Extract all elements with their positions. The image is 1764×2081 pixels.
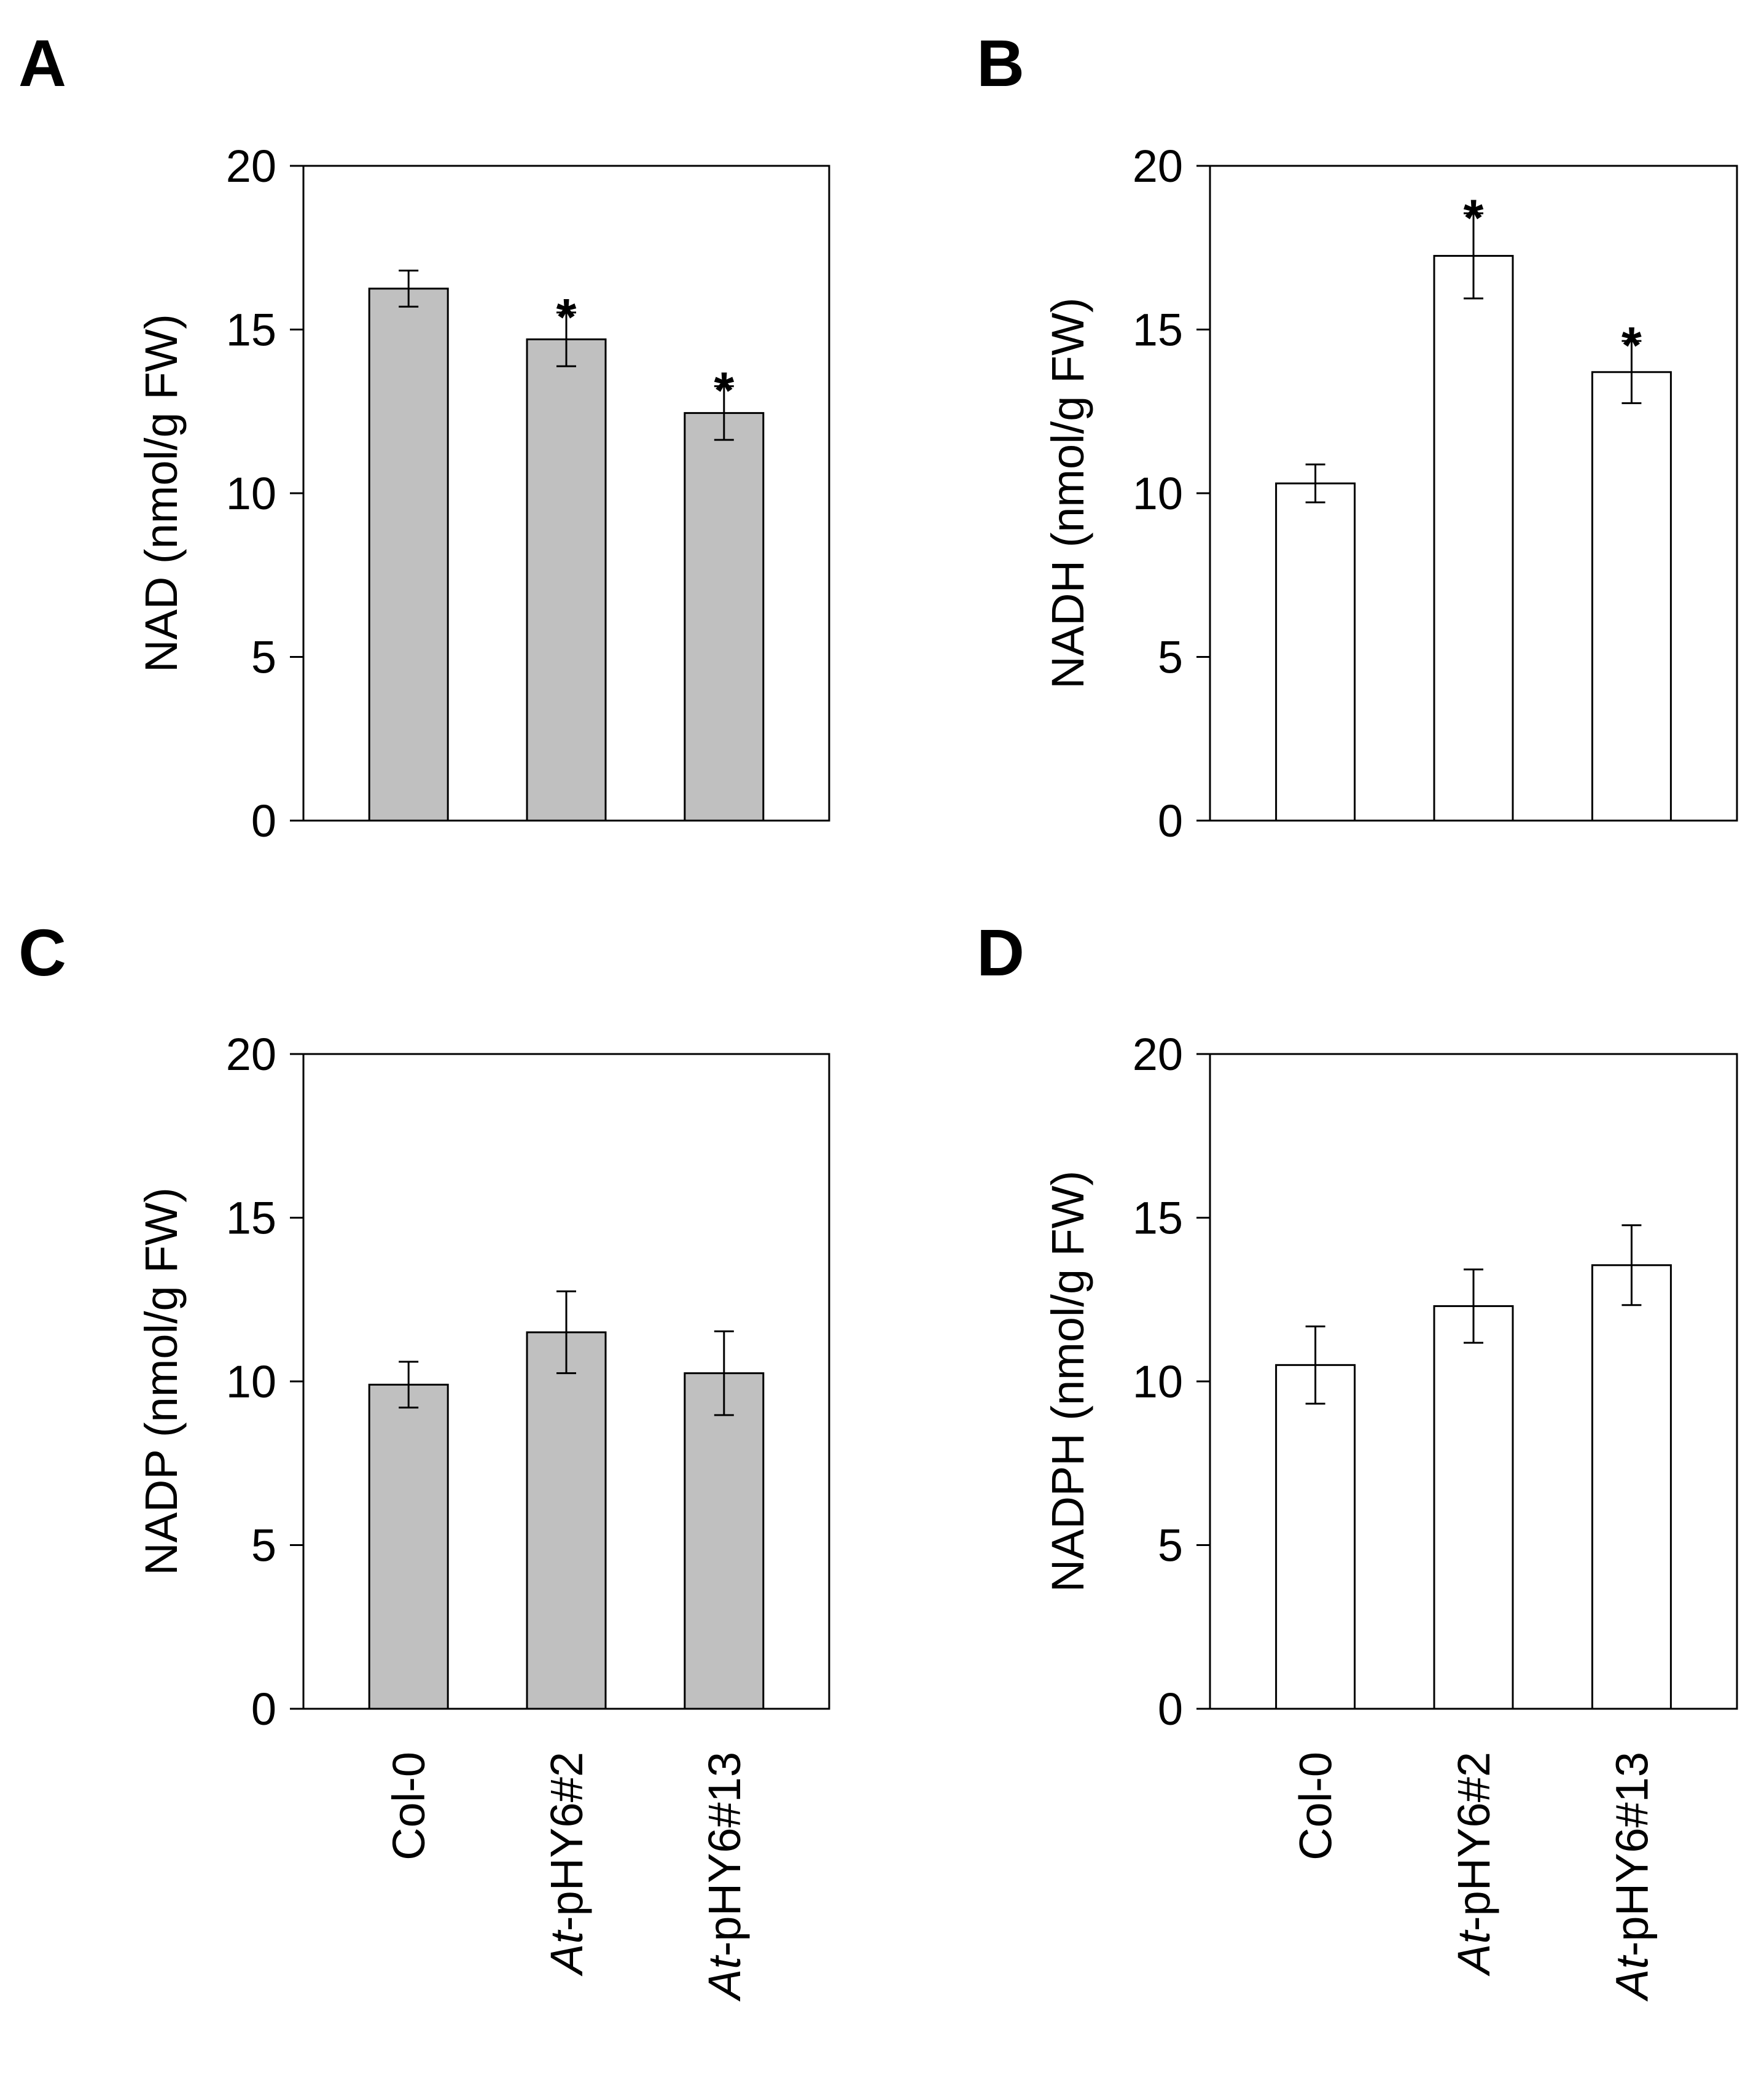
x-tick-label: At-pHY6#13 bbox=[1606, 1752, 1657, 2002]
y-tick-label: 10 bbox=[226, 468, 276, 519]
significance-marker: * bbox=[714, 362, 734, 420]
panel-a: A 0 5 10 15 20 NAD (nmol/g FW) * * bbox=[18, 26, 830, 846]
panel-b: B 0 5 10 15 20 NADH (nmol/g FW) * * bbox=[977, 26, 1738, 846]
y-tick-label: 5 bbox=[251, 1520, 276, 1571]
y-axis-label: NAD (nmol/g FW) bbox=[136, 314, 187, 673]
bar bbox=[684, 412, 765, 822]
panel-label: C bbox=[18, 915, 66, 990]
bar bbox=[684, 1372, 765, 1710]
y-tick-label: 15 bbox=[226, 1193, 276, 1244]
bar bbox=[1433, 1305, 1514, 1710]
y-tick-label: 0 bbox=[1158, 1684, 1183, 1735]
bar bbox=[368, 287, 449, 822]
y-tick-label: 20 bbox=[226, 141, 276, 192]
y-axis-label: NADP (nmol/g FW) bbox=[136, 1187, 187, 1575]
bar bbox=[1275, 1364, 1356, 1710]
y-tick-label: 20 bbox=[1133, 1029, 1183, 1080]
y-tick-label: 0 bbox=[251, 1684, 276, 1735]
y-tick-label: 20 bbox=[1133, 141, 1183, 192]
y-tick-label: 10 bbox=[226, 1356, 276, 1407]
y-tick-label: 15 bbox=[1133, 1193, 1183, 1244]
y-axis-label: NADPH (nmol/g FW) bbox=[1042, 1171, 1093, 1593]
y-tick-label: 15 bbox=[226, 305, 276, 356]
y-tick-label: 10 bbox=[1133, 468, 1183, 519]
significance-marker: * bbox=[1622, 316, 1642, 374]
y-tick-label: 5 bbox=[251, 632, 276, 683]
panel-label: A bbox=[18, 26, 66, 100]
y-axis-label: NADH (nmol/g FW) bbox=[1042, 297, 1093, 689]
x-tick-label: Col-0 bbox=[383, 1752, 434, 1860]
y-tick-label: 5 bbox=[1158, 632, 1183, 683]
y-tick-label: 10 bbox=[1133, 1356, 1183, 1407]
y-tick-label: 15 bbox=[1133, 305, 1183, 356]
x-tick-label: At-pHY6#2 bbox=[541, 1752, 592, 1977]
panel-c: C 0 5 10 15 20 NADP (nmol/g FW) Col-0 At-pHY6#2 A… bbox=[18, 915, 830, 2002]
x-tick-label: At-pHY6#13 bbox=[699, 1752, 750, 2002]
bar bbox=[1591, 371, 1672, 822]
panel-label: B bbox=[977, 26, 1024, 100]
bar bbox=[526, 338, 607, 822]
significance-marker: * bbox=[1464, 189, 1484, 246]
panel-label: D bbox=[977, 915, 1024, 990]
significance-marker: * bbox=[556, 288, 577, 346]
x-tick-label: At-pHY6#2 bbox=[1448, 1752, 1499, 1977]
y-tick-label: 0 bbox=[251, 795, 276, 846]
bar bbox=[1275, 482, 1356, 822]
y-tick-label: 20 bbox=[226, 1029, 276, 1080]
x-tick-label: Col-0 bbox=[1290, 1752, 1341, 1860]
bar bbox=[368, 1383, 449, 1710]
bar bbox=[526, 1331, 607, 1710]
panel-d: D 0 5 10 15 20 NADPH (nmol/g FW) Col-0 At-pHY6#2… bbox=[977, 915, 1738, 2002]
y-tick-label: 0 bbox=[1158, 795, 1183, 846]
bar bbox=[1433, 255, 1514, 822]
y-tick-label: 5 bbox=[1158, 1520, 1183, 1571]
bar bbox=[1591, 1264, 1672, 1710]
